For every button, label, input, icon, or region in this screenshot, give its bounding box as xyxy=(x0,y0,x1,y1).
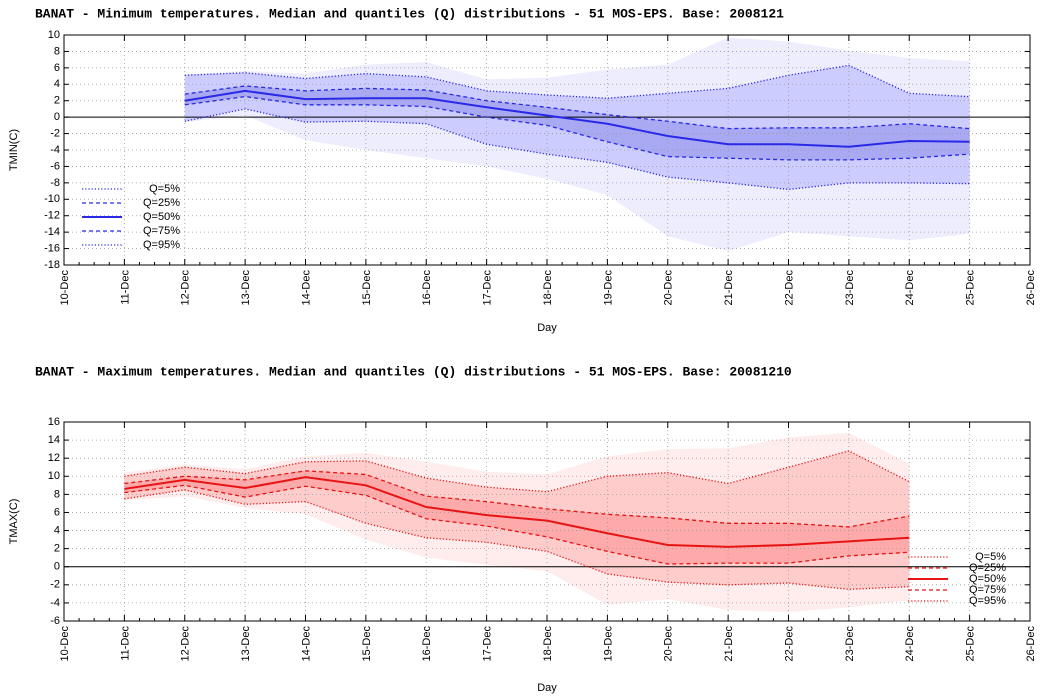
y-tick-label: 2 xyxy=(54,543,60,555)
x-axis-label: Day xyxy=(537,322,557,334)
x-tick-label: 24-Dec xyxy=(904,270,916,306)
y-tick-label: 0 xyxy=(54,111,60,123)
y-tick-label: -14 xyxy=(44,226,60,238)
legend-label: Q=95% xyxy=(969,595,1006,607)
x-tick-label: 17-Dec xyxy=(482,626,494,662)
y-tick-label: 6 xyxy=(54,62,60,74)
chart-title: BANAT - Maximum temperatures. Median and… xyxy=(35,364,792,379)
x-axis-label: Day xyxy=(537,682,557,694)
y-tick-label: 14 xyxy=(48,434,60,446)
x-tick-label: 15-Dec xyxy=(361,626,373,662)
chart-title: BANAT - Minimum temperatures. Median and… xyxy=(35,6,784,21)
y-axis-label: TMAX(C) xyxy=(8,499,20,545)
x-tick-label: 11-Dec xyxy=(119,626,131,661)
y-tick-label: -4 xyxy=(50,597,60,609)
y-tick-label: -16 xyxy=(44,242,60,254)
x-tick-label: 23-Dec xyxy=(844,626,856,662)
x-tick-label: 12-Dec xyxy=(180,270,192,306)
x-tick-label: 13-Dec xyxy=(240,626,252,662)
x-tick-label: 19-Dec xyxy=(602,626,614,662)
x-tick-label: 16-Dec xyxy=(421,626,433,662)
y-tick-label: 16 xyxy=(48,416,60,428)
y-tick-label: 4 xyxy=(54,78,60,90)
y-tick-label: -6 xyxy=(50,615,60,627)
x-tick-label: 25-Dec xyxy=(965,270,977,306)
legend-label: Q=95% xyxy=(143,239,180,251)
y-axis-label: TMIN(C) xyxy=(8,129,20,171)
y-tick-label: 12 xyxy=(48,452,60,464)
y-tick-label: -4 xyxy=(50,144,60,156)
legend-label: Q=75% xyxy=(969,584,1006,596)
y-tick-label: 2 xyxy=(54,95,60,107)
x-tick-label: 15-Dec xyxy=(361,270,373,306)
x-tick-label: 22-Dec xyxy=(783,270,795,306)
legend-label: Q=75% xyxy=(143,225,180,237)
y-tick-label: 8 xyxy=(54,488,60,500)
y-tick-label: -10 xyxy=(44,193,60,205)
x-tick-label: 17-Dec xyxy=(482,270,494,306)
y-tick-label: 10 xyxy=(48,470,60,482)
quantile-line xyxy=(184,85,970,130)
x-tick-label: 13-Dec xyxy=(240,270,252,306)
y-tick-label: -18 xyxy=(44,259,60,271)
y-tick-label: 10 xyxy=(48,29,60,41)
quantile-line xyxy=(124,470,910,528)
x-tick-label: 19-Dec xyxy=(602,270,614,306)
x-tick-label: 14-Dec xyxy=(300,270,312,306)
quantile-line xyxy=(124,484,910,565)
x-tick-label: 10-Dec xyxy=(59,626,71,662)
x-tick-label: 25-Dec xyxy=(965,626,977,662)
x-tick-label: 18-Dec xyxy=(542,626,554,662)
quantile-band-inner xyxy=(184,85,970,160)
legend-label: Q=5% xyxy=(975,551,1006,563)
y-tick-label: -2 xyxy=(50,579,60,591)
x-tick-label: 26-Dec xyxy=(1025,270,1037,306)
y-tick-label: -8 xyxy=(50,177,60,189)
x-tick-label: 14-Dec xyxy=(300,626,312,662)
x-tick-label: 26-Dec xyxy=(1025,626,1037,662)
x-tick-label: 12-Dec xyxy=(180,626,192,662)
legend-label: Q=50% xyxy=(969,573,1006,585)
plot-frame xyxy=(63,34,1031,266)
x-tick-label: 18-Dec xyxy=(542,270,554,306)
plot-frame xyxy=(63,421,1031,622)
y-tick-label: 0 xyxy=(54,561,60,573)
quantile-line xyxy=(124,476,910,548)
x-tick-label: 21-Dec xyxy=(723,270,735,306)
quantile-line xyxy=(124,489,910,590)
quantile-line xyxy=(184,95,970,161)
x-tick-label: 22-Dec xyxy=(783,626,795,662)
quantile-line xyxy=(124,450,910,493)
y-tick-label: 4 xyxy=(54,524,60,536)
y-tick-label: 6 xyxy=(54,506,60,518)
y-tick-label: -2 xyxy=(50,127,60,139)
x-tick-label: 10-Dec xyxy=(59,270,71,306)
x-tick-label: 20-Dec xyxy=(663,626,675,662)
legend-label: Q=5% xyxy=(149,183,180,195)
x-tick-label: 16-Dec xyxy=(421,270,433,306)
y-tick-label: 8 xyxy=(54,45,60,57)
y-tick-label: -6 xyxy=(50,160,60,172)
legend-label: Q=25% xyxy=(143,197,180,209)
y-tick-label: -12 xyxy=(44,210,60,222)
x-tick-label: 21-Dec xyxy=(723,626,735,662)
x-tick-label: 23-Dec xyxy=(844,270,856,306)
x-tick-label: 24-Dec xyxy=(904,626,916,662)
legend-label: Q=25% xyxy=(969,562,1006,574)
legend-label: Q=50% xyxy=(143,211,180,223)
x-tick-label: 11-Dec xyxy=(119,270,131,305)
quantile-line xyxy=(184,89,970,148)
x-tick-label: 20-Dec xyxy=(663,270,675,306)
